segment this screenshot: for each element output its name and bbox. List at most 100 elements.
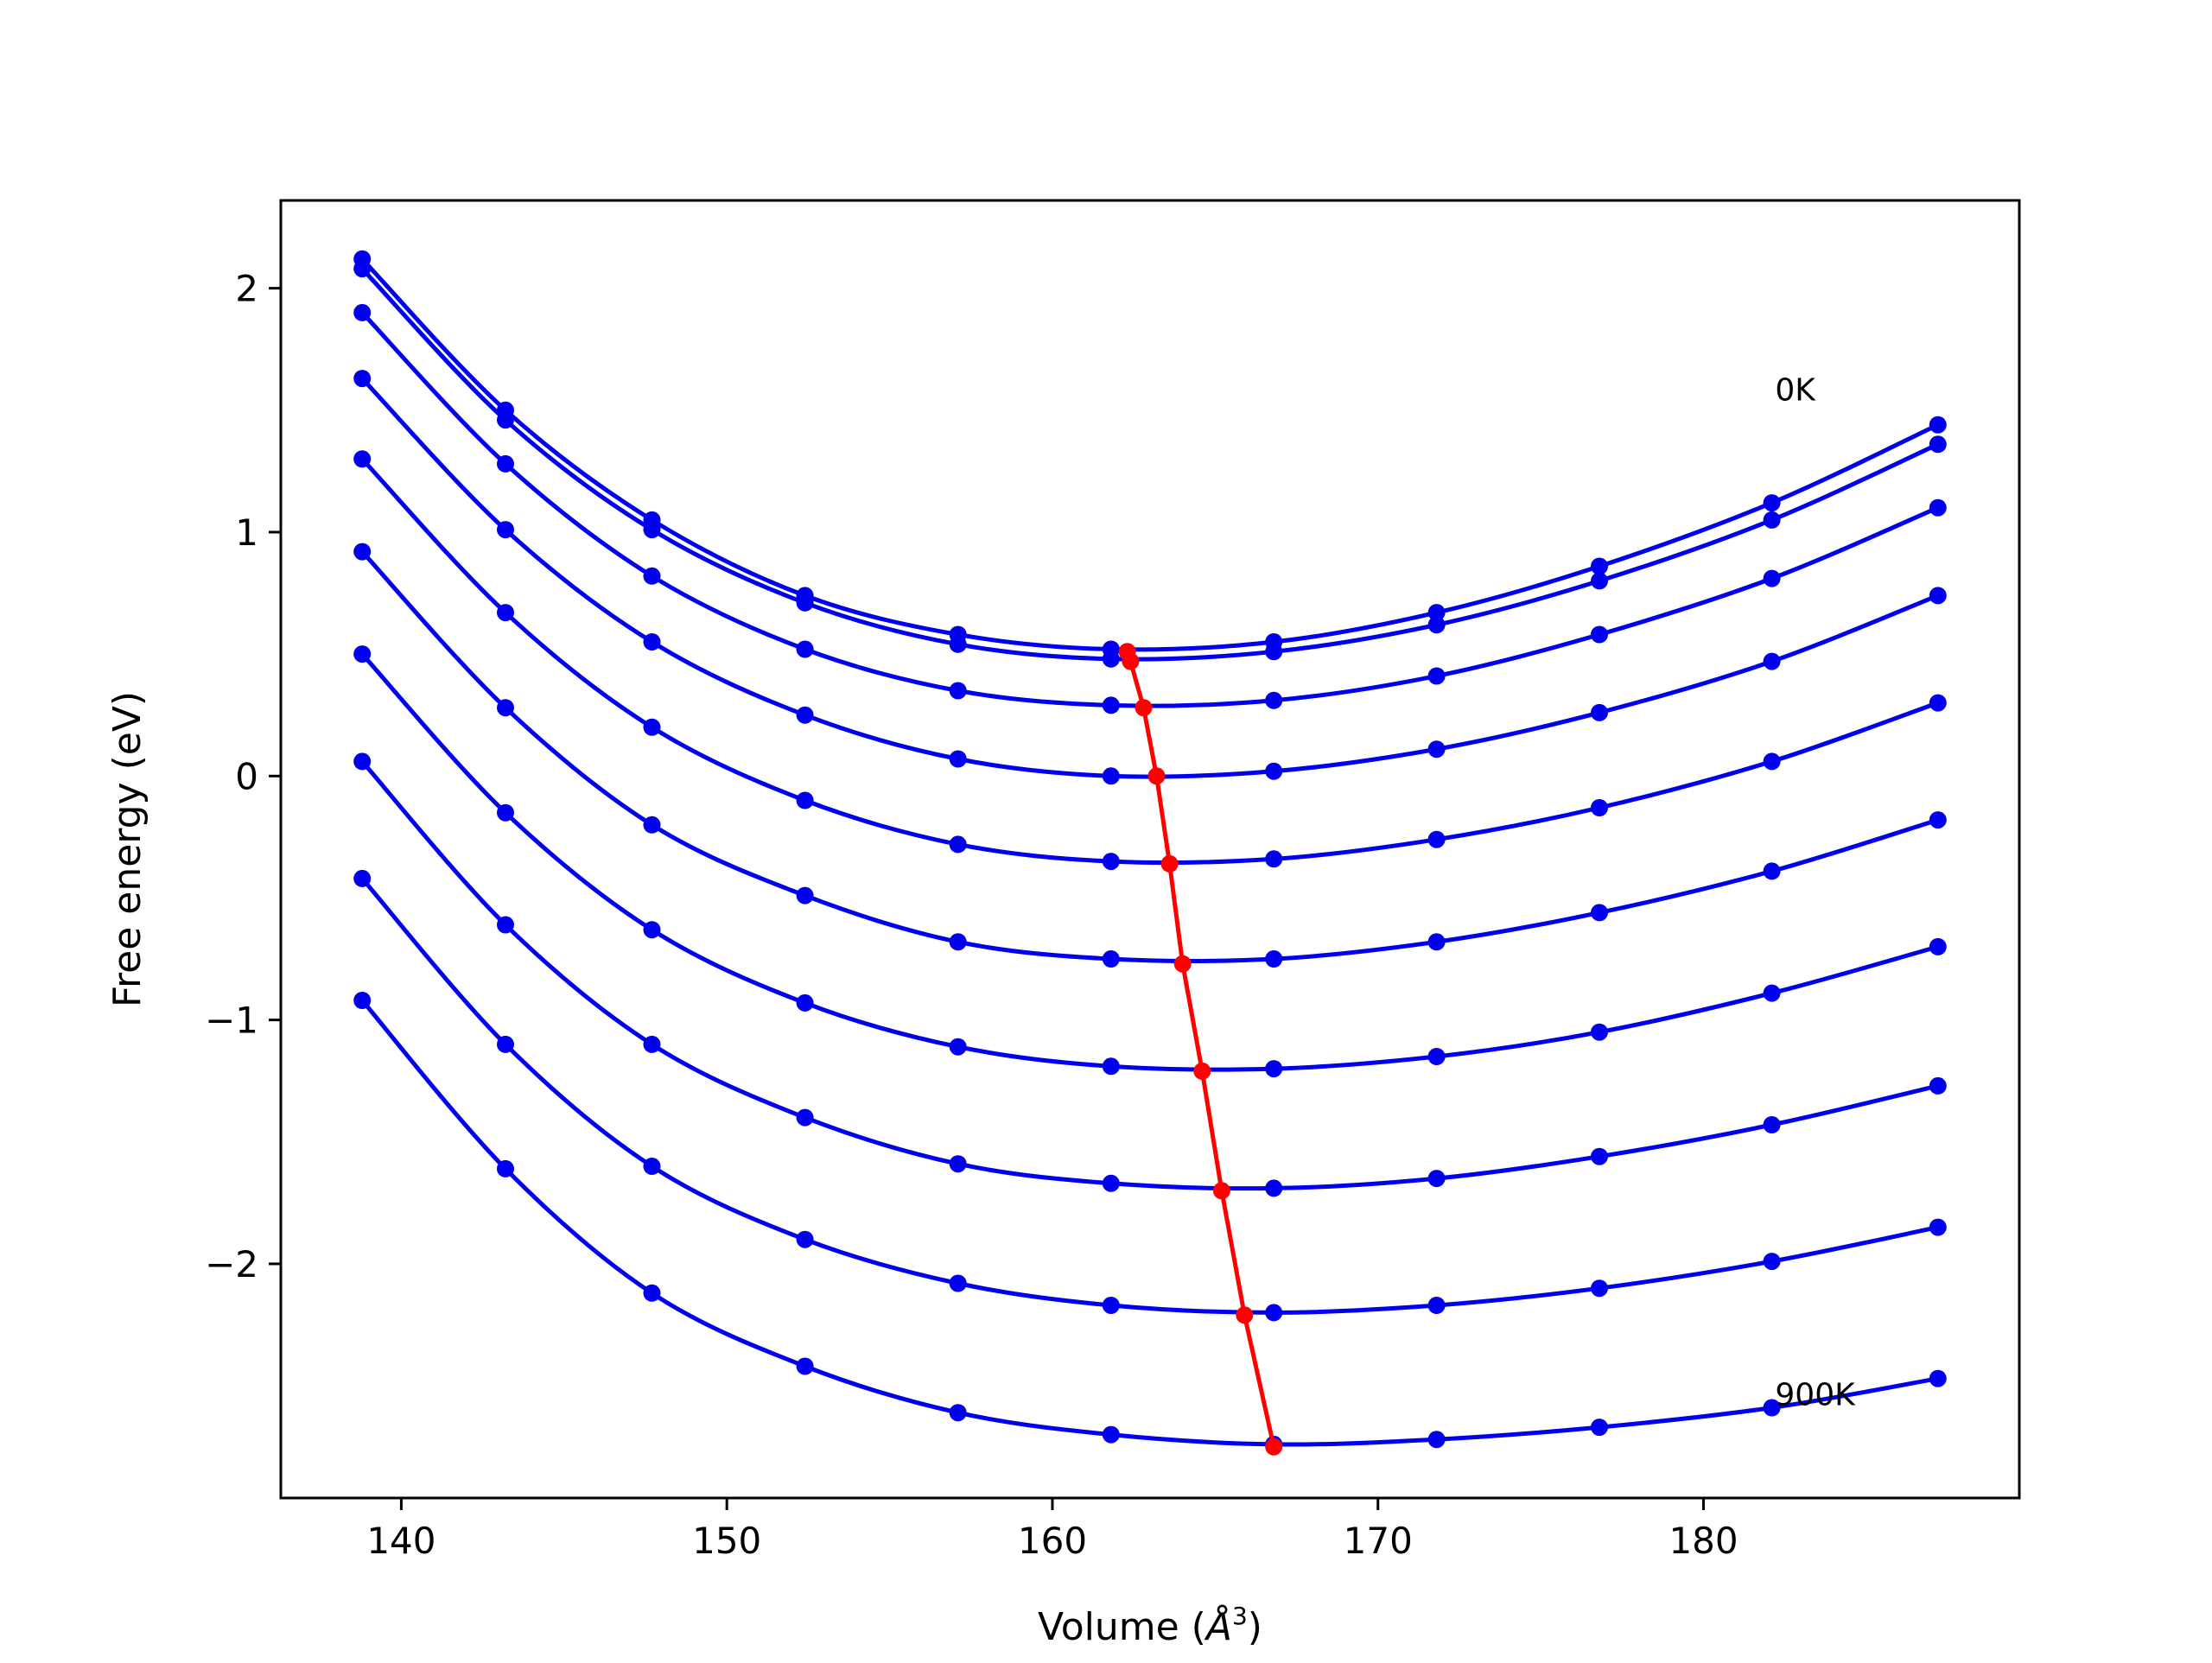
- series-3-point-5: [1102, 767, 1120, 785]
- series-2-point-0: [353, 303, 372, 321]
- series-1-point-4: [949, 635, 967, 653]
- minimum-line-layer: [1118, 643, 1283, 1456]
- y-tick-label-2: 0: [235, 755, 258, 797]
- series-9-curve: [360, 999, 1939, 1447]
- minimum-point-6: [1193, 1062, 1211, 1080]
- series-5-point-4: [949, 933, 967, 951]
- x-tick-label-170: 170: [1344, 1520, 1413, 1562]
- series-5-point-0: [353, 543, 372, 561]
- series-0-point-10: [1929, 416, 1947, 434]
- series-9-point-0: [353, 992, 372, 1009]
- series-3-point-1: [497, 521, 514, 539]
- series-8-point-3: [796, 1230, 814, 1248]
- series-2-point-9: [1763, 569, 1781, 587]
- minimum-line: [1125, 651, 1276, 1448]
- series-8-point-9: [1763, 1253, 1781, 1271]
- series-3-point-10: [1929, 587, 1947, 605]
- series-7-point-6: [1265, 1179, 1283, 1197]
- series-2-point-6: [1265, 691, 1283, 709]
- y-tick-label-3: −1: [205, 1000, 258, 1042]
- series-9-point-5: [1102, 1425, 1120, 1444]
- series-5-point-10: [1929, 811, 1947, 829]
- series-4-point-1: [497, 604, 514, 622]
- series-3-point-7: [1427, 740, 1446, 759]
- series-8-point-0: [353, 869, 372, 887]
- series-8-point-1: [497, 1035, 514, 1053]
- series-8-point-4: [949, 1274, 967, 1292]
- series-7-point-7: [1427, 1170, 1446, 1188]
- series-4-point-10: [1929, 694, 1947, 712]
- series-7-point-10: [1929, 1076, 1947, 1095]
- series-5-point-1: [497, 699, 514, 717]
- series-3-point-9: [1763, 652, 1781, 670]
- minimum-point-3: [1147, 767, 1166, 785]
- series-1-point-5: [1102, 650, 1120, 668]
- series-3-point-3: [796, 706, 814, 724]
- series-5-point-5: [1102, 950, 1120, 968]
- series-9-point-8: [1591, 1419, 1608, 1437]
- series-2-point-5: [1102, 696, 1120, 714]
- series-3-point-2: [643, 633, 661, 651]
- series-7-point-4: [949, 1155, 967, 1173]
- series-6-point-1: [497, 803, 514, 822]
- series-8-point-10: [1929, 1218, 1947, 1236]
- series-1-point-2: [643, 521, 661, 539]
- minimum-point-4: [1160, 854, 1179, 873]
- series-0-point-7: [1427, 604, 1446, 622]
- series-4-point-4: [949, 835, 967, 854]
- series-5-point-9: [1763, 862, 1781, 880]
- x-axis-ticks: 140 150 160 170 180: [366, 1498, 1738, 1562]
- series-4-point-2: [643, 718, 661, 736]
- series-2-point-7: [1427, 667, 1446, 685]
- series-6-point-4: [949, 1038, 967, 1056]
- y-axis-label: Free energy (eV): [105, 691, 149, 1007]
- series-4-point-9: [1763, 752, 1781, 771]
- series-6-point-7: [1427, 1048, 1446, 1065]
- series-0-point-8: [1591, 557, 1608, 575]
- minimum-point-1: [1122, 652, 1140, 670]
- series-1-point-1: [497, 411, 514, 429]
- x-axis-label: Volume (Å3): [1038, 1602, 1262, 1649]
- series-5-point-6: [1265, 950, 1283, 968]
- series-5-point-2: [643, 816, 661, 834]
- series-4-point-5: [1102, 853, 1120, 871]
- series-1-point-3: [796, 593, 814, 612]
- annotation-0: 0K: [1775, 373, 1816, 409]
- series-6-point-6: [1265, 1060, 1283, 1078]
- series-3-point-0: [353, 370, 372, 388]
- series-9-point-2: [643, 1284, 661, 1302]
- series-7-point-2: [643, 1035, 661, 1053]
- y-tick-label-0: 2: [235, 268, 258, 310]
- series-9-point-4: [949, 1404, 967, 1422]
- annotations-layer: 0K 900K: [1775, 373, 1856, 1413]
- series-6-point-3: [796, 993, 814, 1012]
- series-9-point-7: [1427, 1431, 1446, 1449]
- series-9-point-3: [796, 1357, 814, 1375]
- series-2-point-10: [1929, 498, 1947, 517]
- series-3-point-4: [949, 750, 967, 768]
- series-8-point-8: [1591, 1279, 1608, 1298]
- series-1-point-6: [1265, 643, 1283, 661]
- minimum-point-7: [1212, 1182, 1230, 1200]
- series-4-point-0: [353, 450, 372, 468]
- series-9-point-9: [1763, 1399, 1781, 1417]
- series-7-point-8: [1591, 1147, 1608, 1165]
- series-8-point-5: [1102, 1297, 1120, 1314]
- x-tick-label-150: 150: [692, 1520, 761, 1562]
- series-0-point-9: [1763, 494, 1781, 512]
- series-7-point-3: [796, 1108, 814, 1127]
- series-6-point-10: [1929, 937, 1947, 955]
- series-1-point-10: [1929, 435, 1947, 454]
- series-3-point-8: [1591, 703, 1608, 721]
- series-7-point-9: [1763, 1116, 1781, 1133]
- series-1-point-0: [353, 260, 372, 278]
- minimum-point-2: [1135, 699, 1153, 717]
- series-8-point-7: [1427, 1297, 1446, 1314]
- series-1-point-9: [1763, 511, 1781, 529]
- series-4-point-3: [796, 791, 814, 809]
- annotation-1: 900K: [1775, 1378, 1856, 1413]
- series-7-point-5: [1102, 1174, 1120, 1192]
- points-layer: [353, 250, 1947, 1453]
